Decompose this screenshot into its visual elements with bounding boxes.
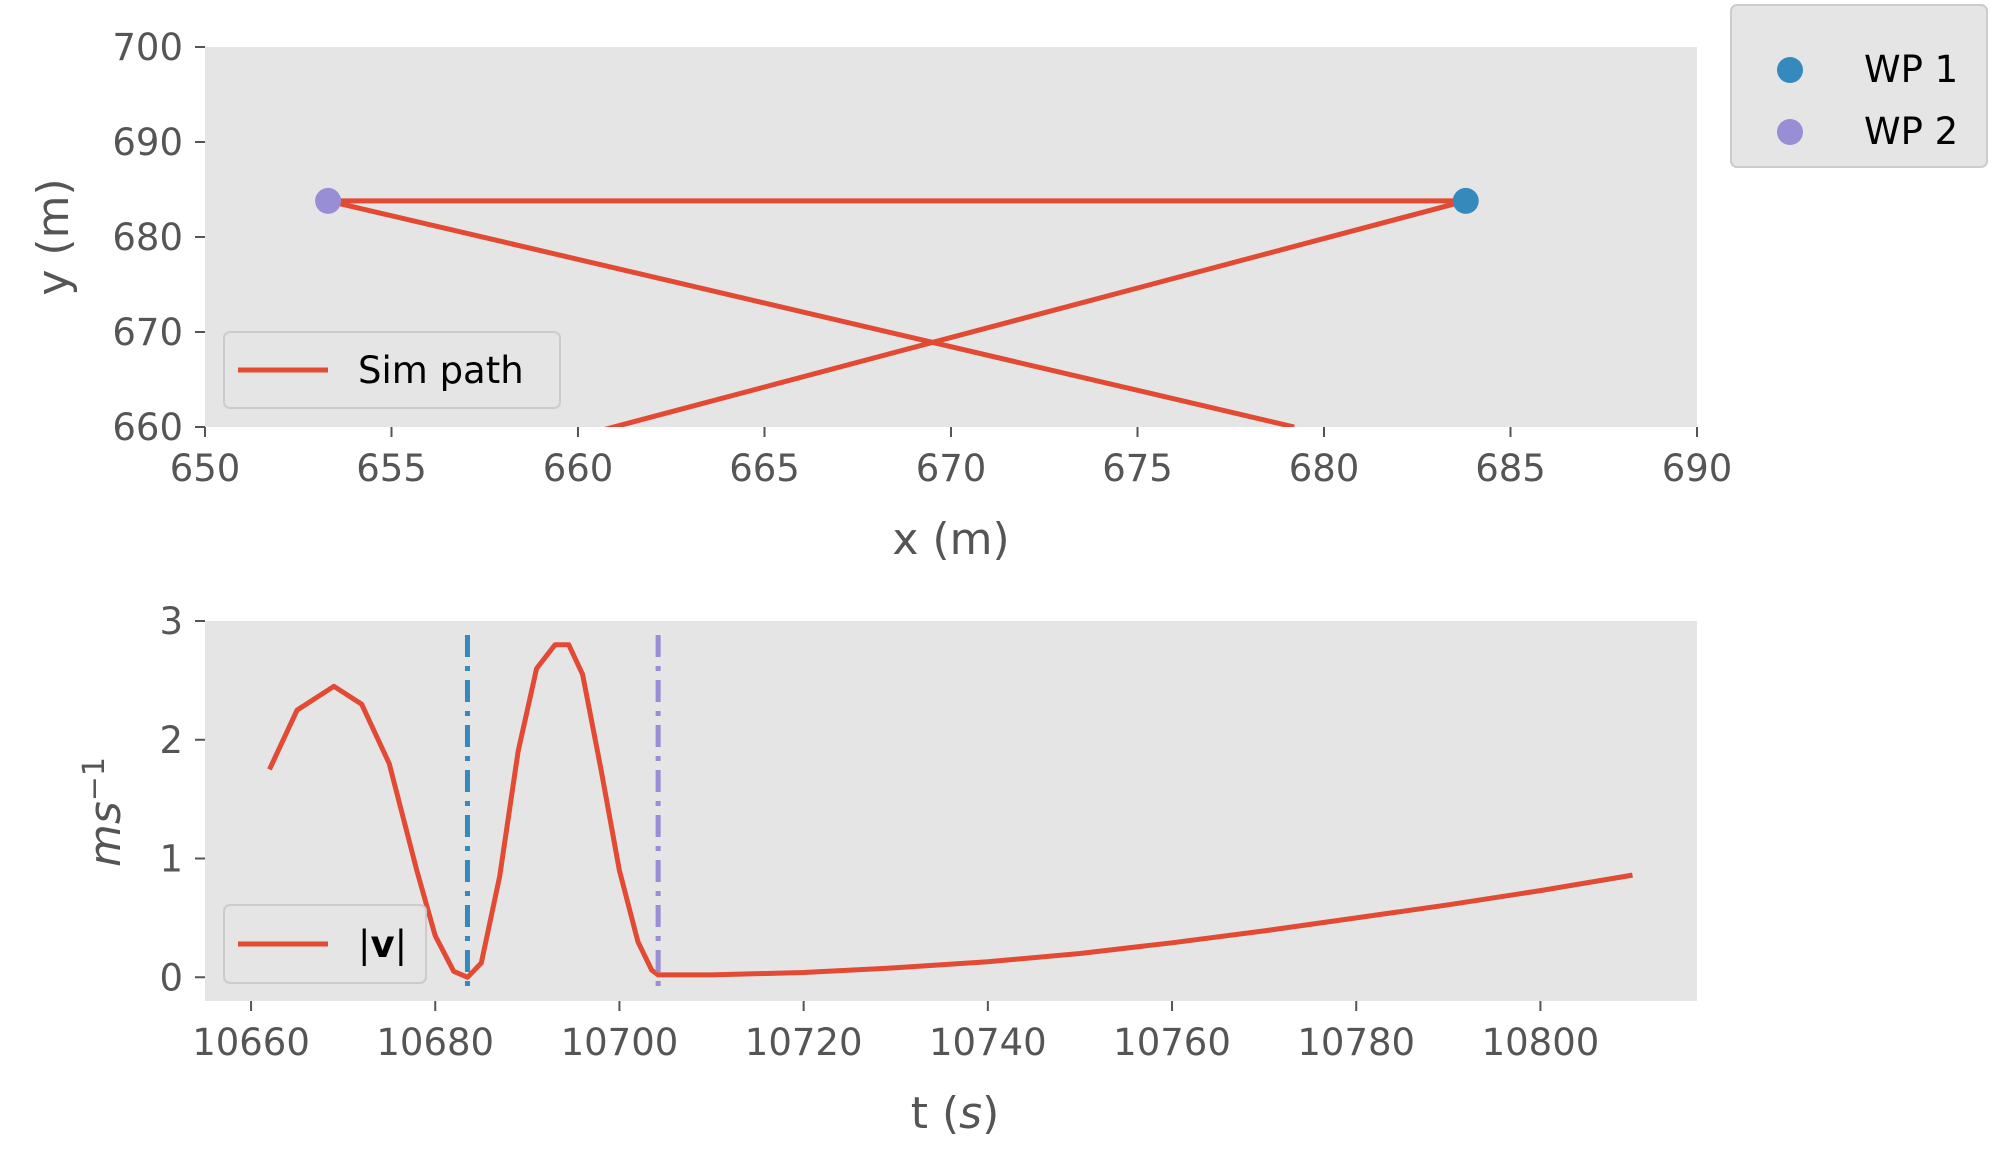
wp2-marker <box>315 187 342 214</box>
top-y-tick-label: 660 <box>112 406 183 449</box>
bottom-y-axis-label: ms−1 <box>77 757 131 867</box>
top-y-tick-label: 700 <box>112 26 183 69</box>
legend-wp1-label: WP 1 <box>1864 48 1958 91</box>
legend-speed-label: |v| <box>358 923 407 966</box>
bottom-x-label-main: t ( <box>911 1088 959 1139</box>
bottom-y-label-sup: −1 <box>77 757 112 801</box>
bottom-x-tick-label: 10720 <box>745 1021 863 1064</box>
sim-path-line <box>325 198 1469 427</box>
bottom-y-tick-label: 0 <box>159 956 183 999</box>
top-y-ticks: 660 670 680 690 700 <box>112 26 205 449</box>
top-y-tick-label: 680 <box>112 216 183 259</box>
bottom-x-tick-label: 10660 <box>192 1021 310 1064</box>
top-x-tick-label: 675 <box>1102 447 1173 490</box>
top-x-tick-label: 655 <box>356 447 427 490</box>
bottom-x-label-var: s <box>959 1088 982 1139</box>
legend-wp2-label: WP 2 <box>1864 110 1958 153</box>
bottom-x-tick-label: 10780 <box>1297 1021 1415 1064</box>
bottom-legend: |v| <box>223 904 427 984</box>
top-x-ticks: 650 655 660 665 670 675 680 685 690 <box>170 427 1733 490</box>
bottom-x-tick-label: 10680 <box>376 1021 494 1064</box>
top-x-tick-label: 665 <box>729 447 800 490</box>
bottom-x-axis-label: t (s) <box>911 1088 1000 1139</box>
top-x-tick-label: 685 <box>1475 447 1546 490</box>
top-traces <box>315 187 1479 427</box>
top-y-tick-label: 690 <box>112 121 183 164</box>
bottom-traces <box>267 635 1633 987</box>
top-y-tick-label: 670 <box>112 311 183 354</box>
top-plot-area <box>325 198 1469 427</box>
top-y-axis-label: y (m) <box>28 178 79 295</box>
bottom-y-tick-label: 2 <box>159 719 183 762</box>
bottom-x-ticks: 10660 10680 10700 10720 10740 10760 10780 10800 <box>192 1001 1599 1064</box>
top-x-axis-label: x (m) <box>892 514 1009 565</box>
top-x-tick-label: 670 <box>916 447 987 490</box>
top-x-tick-label: 660 <box>543 447 614 490</box>
legend-wp2-marker <box>1777 119 1803 145</box>
legend-speed-prefix: | <box>358 923 370 966</box>
bottom-x-tick-label: 10740 <box>929 1021 1047 1064</box>
bottom-axes-background <box>205 621 1697 1001</box>
waypoint-legend: WP 1 WP 2 <box>1730 4 1988 168</box>
bottom-y-ticks: 0 1 2 3 <box>159 600 205 999</box>
bottom-x-tick-label: 10760 <box>1113 1021 1231 1064</box>
top-x-tick-label: 650 <box>170 447 241 490</box>
bottom-x-label-end: ) <box>982 1088 999 1139</box>
legend-speed-main: v <box>370 923 394 966</box>
speed-line <box>267 642 1633 980</box>
bottom-x-tick-label: 10800 <box>1482 1021 1600 1064</box>
legend-speed-suffix: | <box>395 923 407 966</box>
top-x-tick-label: 690 <box>1662 447 1733 490</box>
top-legend-box <box>223 331 561 409</box>
bottom-y-tick-label: 3 <box>159 600 183 643</box>
top-x-tick-label: 680 <box>1289 447 1360 490</box>
bottom-x-tick-label: 10700 <box>561 1021 679 1064</box>
bottom-y-tick-label: 1 <box>159 838 183 881</box>
wp1-marker <box>1452 187 1479 214</box>
bottom-y-label-main: ms <box>80 801 131 867</box>
legend-wp1-marker <box>1777 57 1803 83</box>
legend-sim-path-label: Sim path <box>358 349 524 392</box>
top-legend: Sim path <box>223 331 561 409</box>
